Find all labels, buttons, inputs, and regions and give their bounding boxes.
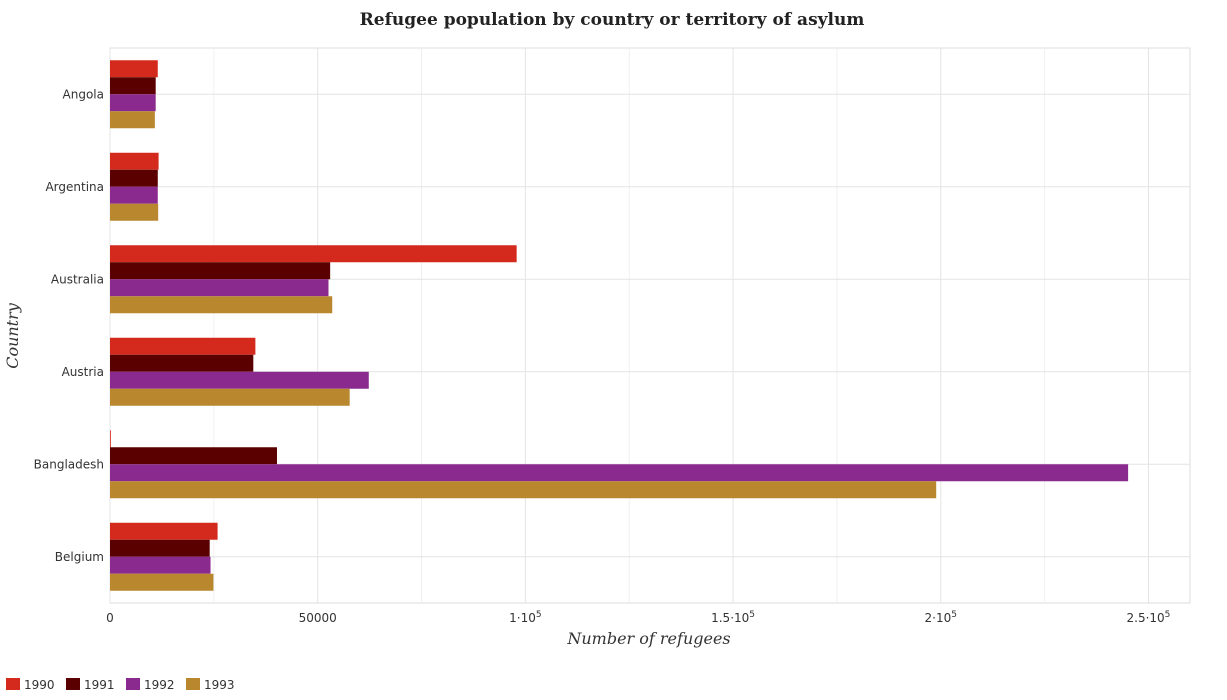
legend-label-1991: 1991 bbox=[84, 678, 115, 692]
legend-swatch-1992 bbox=[126, 678, 140, 690]
legend: 1990 1991 1992 1993 bbox=[6, 678, 235, 692]
legend-swatch-1991 bbox=[66, 678, 80, 690]
y-tick-label: Bangladesh bbox=[34, 457, 104, 471]
bar-angola-1990 bbox=[110, 60, 158, 78]
bar-angola-1993 bbox=[110, 111, 155, 129]
bar-argentina-1991 bbox=[110, 169, 158, 187]
bar-bangladesh-1990 bbox=[110, 430, 111, 448]
x-tick-label: 1·105 bbox=[509, 610, 541, 625]
y-tick-labels: Angola Argentina Australia Austria Banglades… bbox=[34, 87, 104, 564]
grid-lines bbox=[109, 47, 1191, 604]
bar-argentina-1992 bbox=[110, 186, 158, 204]
legend-label-1990: 1990 bbox=[24, 678, 55, 692]
x-tick-label: 50000 bbox=[299, 611, 337, 625]
x-tick-label: 2.5·105 bbox=[1127, 610, 1171, 625]
bar-argentina-1993 bbox=[110, 203, 159, 221]
y-tick-label: Austria bbox=[62, 365, 104, 379]
bar-australia-1990 bbox=[110, 245, 517, 263]
bar-australia-1991 bbox=[110, 262, 331, 280]
x-tick-labels: 0 50000 1·105 1.5·105 2·105 2.5·105 bbox=[106, 610, 1170, 625]
bar-australia-1992 bbox=[110, 279, 329, 297]
x-tick-label: 1.5·105 bbox=[711, 610, 755, 625]
bar-austria-1991 bbox=[110, 354, 254, 372]
bar-austria-1990 bbox=[110, 337, 256, 355]
bar-austria-1993 bbox=[110, 388, 350, 406]
bar-bangladesh-1991 bbox=[110, 447, 277, 465]
bars-layer bbox=[110, 60, 1129, 591]
legend-swatch-1990 bbox=[6, 678, 20, 690]
bar-angola-1992 bbox=[110, 94, 156, 112]
x-tick-label: 0 bbox=[106, 611, 114, 625]
legend-label-1992: 1992 bbox=[144, 678, 175, 692]
y-tick-label: Argentina bbox=[45, 180, 104, 194]
y-tick-label: Australia bbox=[51, 272, 104, 286]
bar-belgium-1991 bbox=[110, 539, 210, 557]
bar-angola-1991 bbox=[110, 77, 156, 95]
bar-belgium-1993 bbox=[110, 573, 214, 591]
bar-belgium-1990 bbox=[110, 522, 218, 540]
bar-argentina-1990 bbox=[110, 152, 159, 170]
bar-australia-1993 bbox=[110, 296, 333, 314]
plot-area bbox=[109, 47, 1191, 604]
bar-austria-1992 bbox=[110, 371, 369, 389]
bar-bangladesh-1992 bbox=[110, 464, 1129, 482]
legend-swatch-1993 bbox=[186, 678, 200, 690]
x-axis-label: Number of refugees bbox=[566, 629, 730, 648]
legend-label-1993: 1993 bbox=[204, 678, 235, 692]
y-tick-label: Belgium bbox=[55, 550, 104, 564]
y-tick-label: Angola bbox=[63, 87, 104, 101]
bar-bangladesh-1993 bbox=[110, 481, 937, 499]
y-axis-label: Country bbox=[3, 302, 22, 369]
chart-title: Refugee population by country or territo… bbox=[360, 10, 865, 30]
x-tick-label: 2·105 bbox=[925, 610, 957, 625]
bar-belgium-1992 bbox=[110, 556, 211, 574]
